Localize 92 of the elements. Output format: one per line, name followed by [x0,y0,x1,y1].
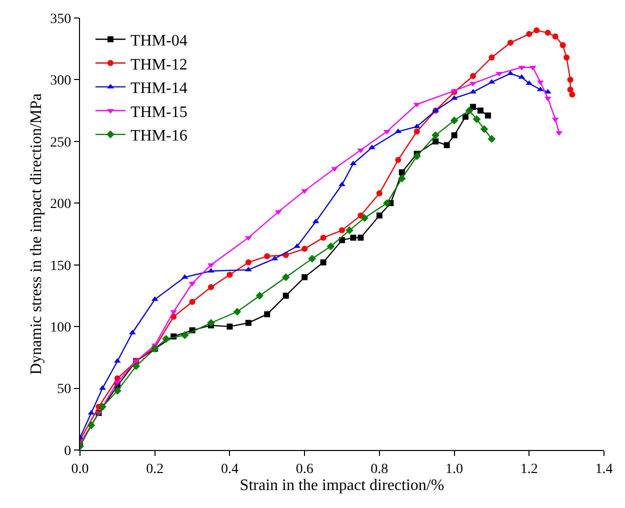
point [208,263,214,268]
y-tick-label: 50 [57,382,72,398]
point [226,324,233,330]
point [99,385,106,390]
y-axis-title: Dynamic stress in the impact direction/MPa [28,93,45,375]
point [507,40,514,46]
point [470,73,476,80]
point [282,292,289,299]
point [207,318,215,327]
point [450,116,458,124]
point [358,234,364,241]
point [208,268,214,273]
point [462,114,469,120]
point [526,31,532,38]
point [180,331,189,340]
point [470,89,476,94]
point [488,135,496,143]
point [256,292,264,300]
point [350,234,356,241]
point [398,169,405,176]
point [477,108,484,114]
y-tick-label: 250 [50,135,72,150]
point [308,254,316,263]
point [376,212,382,218]
point [470,82,476,86]
point [320,234,326,241]
point [414,128,420,135]
point [552,34,558,40]
point [480,125,488,133]
point [114,386,122,395]
point [398,174,406,182]
point [412,152,421,160]
x-tick-label: 1.2 [520,462,538,477]
point [560,42,566,48]
point [245,259,252,266]
x-tick-label: 1.4 [595,462,613,477]
point [567,86,574,93]
point [472,115,481,124]
legend-label: THM-14 [130,80,188,98]
point [264,311,270,318]
legend-label: THM-04 [130,32,188,50]
point [567,76,574,83]
y-tick-label: 200 [50,197,72,212]
point [264,253,270,260]
x-axis-title: Strain in the impact direction/% [240,476,444,494]
point [484,112,491,119]
point [208,284,214,290]
legend-label: THM-12 [130,56,188,74]
point [376,190,382,196]
point [320,259,326,266]
point [245,320,252,326]
x-tick-label: 0.4 [220,462,238,477]
point [544,30,551,36]
y-tick-label: 350 [50,12,72,27]
point [226,272,233,278]
point [339,227,345,234]
x-tick-label: 0.2 [146,462,164,477]
point [326,242,335,250]
point [98,402,106,411]
legend-label: THM-16 [130,128,188,145]
point [162,335,170,343]
x-tick-label: 0.6 [296,462,314,477]
point [534,27,540,34]
point [302,246,308,252]
point [338,182,346,186]
point [282,273,290,282]
point [87,421,96,430]
x-tick-label: 0.8 [370,462,388,477]
point [346,226,354,234]
y-tick-label: 150 [50,258,72,274]
legend-label: THM-15 [130,104,188,121]
point [233,308,242,316]
point [564,54,570,60]
point [432,131,440,140]
point [465,106,474,114]
y-tick-label: 300 [50,74,72,89]
y-tick-label: 0 [64,444,72,459]
point [488,54,495,60]
point [451,132,458,138]
x-tick-label: 1.0 [446,462,464,477]
x-tick-label: 0.0 [71,462,89,477]
point [383,199,391,208]
point [360,214,368,222]
point [569,92,576,98]
point [302,274,308,280]
point [189,298,196,305]
point [331,167,338,172]
point [395,156,402,163]
point [132,362,140,370]
point [432,138,439,144]
y-tick-label: 100 [50,320,72,336]
point [444,142,450,148]
